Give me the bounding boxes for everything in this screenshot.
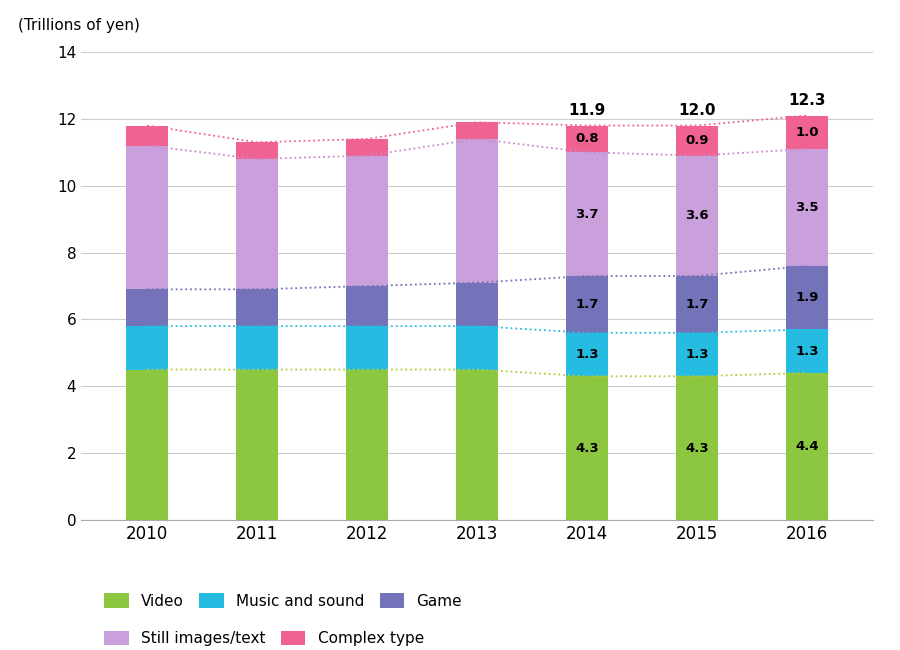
Bar <box>676 376 718 520</box>
Bar <box>346 286 388 326</box>
Bar <box>346 155 388 286</box>
Bar <box>566 333 608 376</box>
Bar <box>676 333 718 376</box>
Bar <box>346 326 388 370</box>
Bar <box>236 142 278 159</box>
Bar <box>676 155 718 276</box>
Text: 4.3: 4.3 <box>575 441 598 454</box>
Text: 4.4: 4.4 <box>796 440 819 453</box>
Bar <box>126 146 168 289</box>
Text: 3.6: 3.6 <box>685 209 709 222</box>
Text: 12.3: 12.3 <box>788 93 826 108</box>
Text: 4.3: 4.3 <box>685 441 709 454</box>
Bar <box>566 376 608 520</box>
Text: 1.0: 1.0 <box>796 125 819 138</box>
Bar <box>786 116 828 149</box>
Text: 0.9: 0.9 <box>685 134 709 147</box>
Text: (Trillions of yen): (Trillions of yen) <box>18 18 140 33</box>
Bar <box>236 289 278 326</box>
Bar <box>676 276 718 333</box>
Bar <box>236 370 278 520</box>
Legend: Still images/text, Complex type: Still images/text, Complex type <box>104 630 424 646</box>
Bar <box>346 139 388 155</box>
Bar <box>456 122 498 139</box>
Text: 3.7: 3.7 <box>575 207 598 220</box>
Bar <box>786 373 828 520</box>
Bar <box>566 276 608 333</box>
Bar <box>676 125 718 155</box>
Bar <box>236 326 278 370</box>
Bar <box>236 159 278 289</box>
Text: 12.0: 12.0 <box>679 103 716 118</box>
Bar <box>786 149 828 266</box>
Text: 1.3: 1.3 <box>685 348 709 361</box>
Bar <box>126 326 168 370</box>
Bar <box>456 326 498 370</box>
Bar <box>126 370 168 520</box>
Bar <box>126 125 168 146</box>
Bar <box>566 125 608 152</box>
Bar <box>456 139 498 283</box>
Bar <box>346 370 388 520</box>
Bar <box>126 289 168 326</box>
Text: 3.5: 3.5 <box>796 201 819 214</box>
Bar <box>456 283 498 326</box>
Bar <box>566 152 608 276</box>
Text: 1.9: 1.9 <box>796 291 819 304</box>
Text: 1.7: 1.7 <box>685 298 708 311</box>
Text: 1.3: 1.3 <box>575 348 598 361</box>
Text: 11.9: 11.9 <box>569 103 606 118</box>
Text: 1.3: 1.3 <box>796 344 819 358</box>
Text: 0.8: 0.8 <box>575 133 598 146</box>
Text: 1.7: 1.7 <box>575 298 598 311</box>
Bar <box>786 266 828 330</box>
Bar <box>786 330 828 373</box>
Bar <box>456 370 498 520</box>
